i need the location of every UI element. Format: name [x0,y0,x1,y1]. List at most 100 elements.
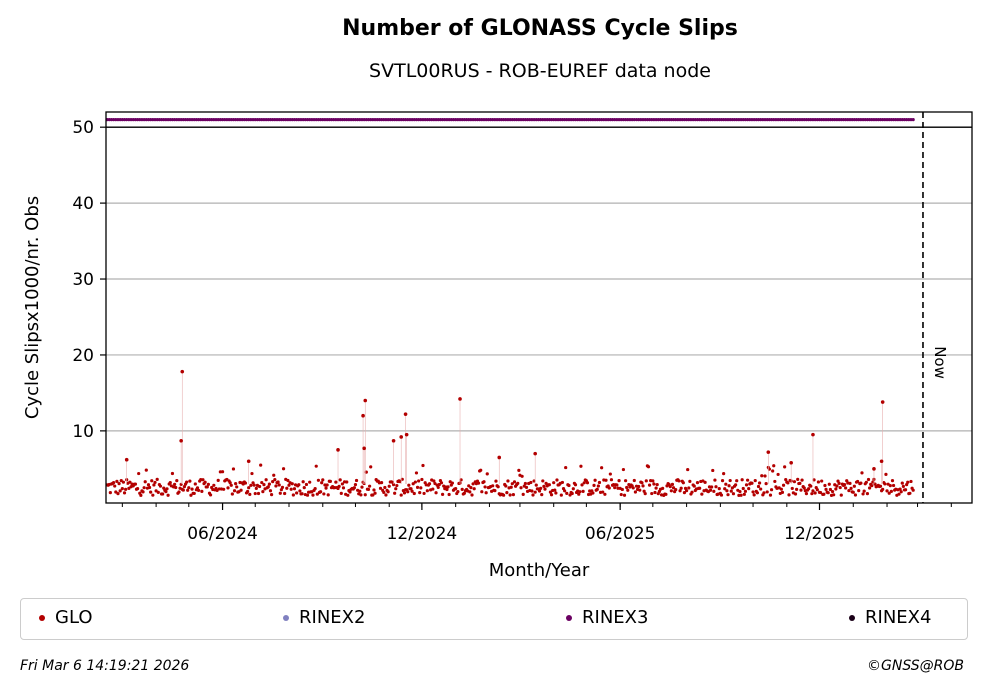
glo-point [695,481,700,485]
data-points [105,117,915,497]
glo-point [220,470,225,474]
glo-point [637,484,641,489]
glo-point [494,479,498,483]
glo-point [862,489,866,493]
glo-point [402,491,407,495]
glo-peak-point [766,450,771,454]
glo-point [505,491,509,495]
legend-label-rinex4: RINEX4 [865,607,932,628]
glo-point [182,485,187,489]
glo-point [338,478,342,482]
glo-point [300,492,304,496]
glo-point [193,482,197,486]
glo-point [267,482,271,486]
glo-point [116,492,120,496]
grid-lines [106,126,972,432]
glo-point [809,484,813,488]
glo-point [328,479,332,483]
glo-point [669,489,673,493]
glo-point [548,490,553,494]
glo-point [239,488,243,492]
glo-point [784,477,788,482]
glo-point [562,489,567,493]
glo-point [143,480,147,484]
glo-point [884,472,888,476]
glo-point [682,490,687,495]
glo-peak-point [363,398,368,403]
glo-point [259,463,263,467]
glo-point [881,487,885,491]
glo-point [751,490,755,494]
glo-peak-point [533,451,537,456]
glo-point [690,490,694,494]
glo-point [632,478,636,483]
glo-point [800,478,804,482]
glo-point [112,480,116,485]
glo-point [650,491,654,496]
legend-marker-rinex4 [849,614,855,621]
glo-point [580,483,584,487]
glo-point [835,484,839,488]
legend-marker-rinex3 [566,614,572,621]
glo-point [735,479,739,483]
glo-point [135,487,140,491]
glo-point [898,487,902,491]
glo-point [640,481,644,485]
glo-point [753,478,757,483]
glo-point [608,472,612,476]
glo-point [813,491,817,495]
glo-point [529,480,533,485]
legend-label-glo: GLO [55,607,93,628]
glo-point [445,487,449,492]
glo-point [517,468,521,472]
glo-point [170,471,175,476]
glo-point [621,467,626,472]
glo-point [185,480,189,484]
glo-point [860,471,864,475]
glo-peak-point [124,457,129,462]
glo-point [615,483,619,487]
glo-point [668,485,672,489]
glo-point [254,486,258,490]
glo-point [203,480,207,484]
glo-point [467,484,471,488]
glo-point [274,484,278,488]
glo-peak-point [879,459,884,464]
glo-point [192,491,196,496]
glo-point [417,479,421,483]
glo-point [804,492,809,496]
glo-point [692,484,696,488]
glo-point [765,490,769,494]
glo-point [147,485,152,490]
glo-point [512,480,517,484]
glo-point [434,491,438,495]
glo-point [554,491,558,495]
glo-point [158,484,163,488]
plot-frame [105,111,973,504]
glo-point [436,485,440,490]
x-tick-label: 12/2025 [784,524,855,544]
glo-point [750,481,754,485]
glo-point [407,483,411,487]
glo-point [334,480,338,484]
glo-point [320,481,324,485]
glo-point [848,481,852,485]
glo-point [440,492,445,496]
glo-point [120,487,124,491]
glo-point [609,478,614,482]
glo-point [746,478,750,482]
glo-point [747,487,751,491]
glo-point [280,485,285,490]
glo-point [314,464,318,468]
glo-point [226,486,230,490]
glo-point [508,493,512,497]
glo-point [671,486,676,490]
glo-point [133,482,138,486]
glo-point [122,491,127,495]
glo-point [118,489,122,493]
glo-point [734,483,738,487]
glo-point [384,493,388,497]
glo-point [537,489,542,493]
glo-point [837,481,841,485]
glo-point [790,486,794,491]
